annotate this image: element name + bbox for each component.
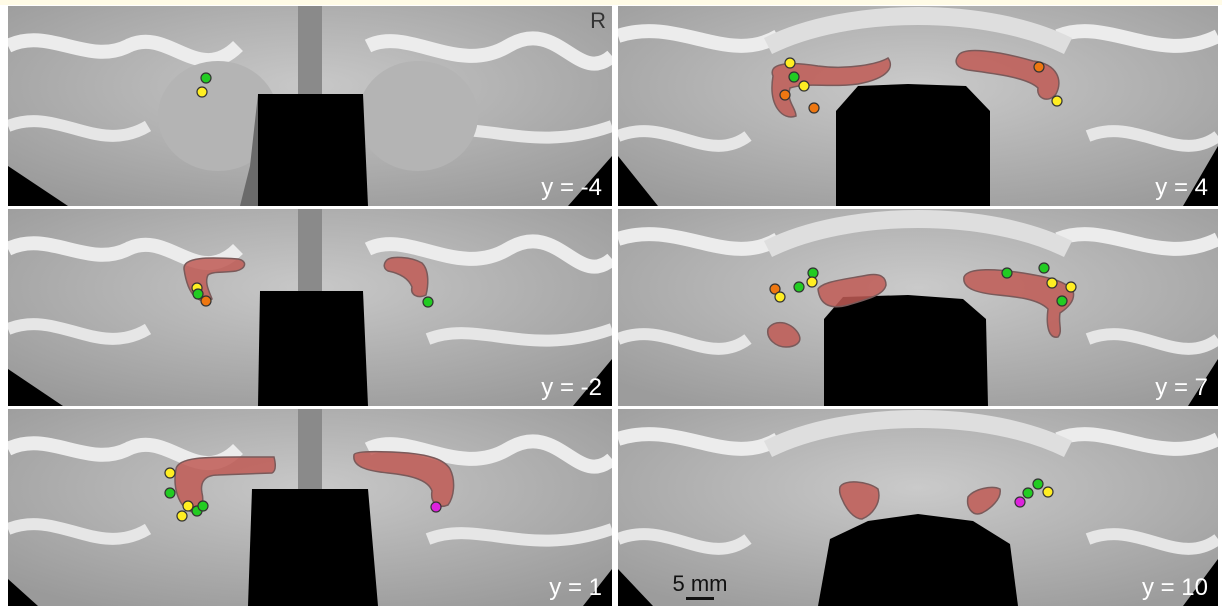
marker-green	[192, 288, 204, 300]
marker-yellow	[1065, 281, 1077, 293]
marker-yellow	[784, 57, 796, 69]
marker-green	[422, 296, 434, 308]
scale-bar-label: 5 mm	[672, 571, 728, 596]
slice-panel-right-bottom: 5 mm y = 10	[618, 409, 1218, 606]
marker-yellow	[182, 500, 194, 512]
marker-green	[197, 500, 209, 512]
mri-slice-image	[618, 6, 1218, 206]
mri-slice-image	[618, 209, 1218, 406]
slice-panel-left-top: R y = -4	[8, 6, 612, 206]
marker-green	[793, 281, 805, 293]
marker-orange	[200, 295, 212, 307]
electrode-markers	[196, 72, 212, 98]
marker-orange	[808, 102, 820, 114]
slice-label: y = 7	[1155, 374, 1208, 401]
marker-green	[1038, 262, 1050, 274]
scale-bar-line	[686, 597, 714, 600]
orientation-label: R	[590, 8, 606, 33]
electrode-markers	[164, 467, 442, 522]
marker-magenta	[430, 501, 442, 513]
marker-yellow	[1051, 95, 1063, 107]
marker-green	[1056, 295, 1068, 307]
marker-yellow	[176, 510, 188, 522]
marker-green	[788, 71, 800, 83]
slice-label: y = -4	[541, 174, 602, 201]
electrode-markers	[191, 282, 434, 308]
marker-orange	[1033, 61, 1045, 73]
marker-yellow	[196, 86, 208, 98]
marker-green	[1022, 487, 1034, 499]
slice-label: y = 1	[549, 574, 602, 601]
marker-yellow	[774, 291, 786, 303]
marker-orange	[769, 283, 781, 295]
marker-magenta	[1014, 496, 1026, 508]
slice-label: y = 4	[1155, 174, 1208, 201]
electrode-markers	[779, 57, 1063, 114]
marker-yellow	[798, 80, 810, 92]
mri-slice-image	[8, 6, 612, 206]
marker-yellow	[806, 276, 818, 288]
marker-green	[1001, 267, 1013, 279]
marker-green	[164, 487, 176, 499]
slice-label: y = 10	[1141, 574, 1208, 601]
marker-yellow	[164, 467, 176, 479]
marker-yellow	[1046, 277, 1058, 289]
marker-green	[200, 72, 212, 84]
mri-slice-image	[618, 409, 1218, 606]
mri-slice-image	[8, 409, 612, 606]
electrode-markers	[769, 262, 1077, 307]
top-strip	[0, 0, 1222, 5]
slice-panel-right-middle: y = 7	[618, 209, 1218, 406]
marker-orange	[779, 89, 791, 101]
mri-slice-image	[8, 209, 612, 406]
marker-yellow	[1042, 486, 1054, 498]
electrode-markers	[1014, 478, 1054, 508]
slice-panel-left-middle: y = -2	[8, 209, 612, 406]
scale-bar: 5 mm	[670, 573, 730, 600]
marker-green	[1032, 478, 1044, 490]
slice-panel-left-bottom: y = 1	[8, 409, 612, 606]
slice-label: y = -2	[541, 374, 602, 401]
slice-panel-right-top: y = 4	[618, 6, 1218, 206]
